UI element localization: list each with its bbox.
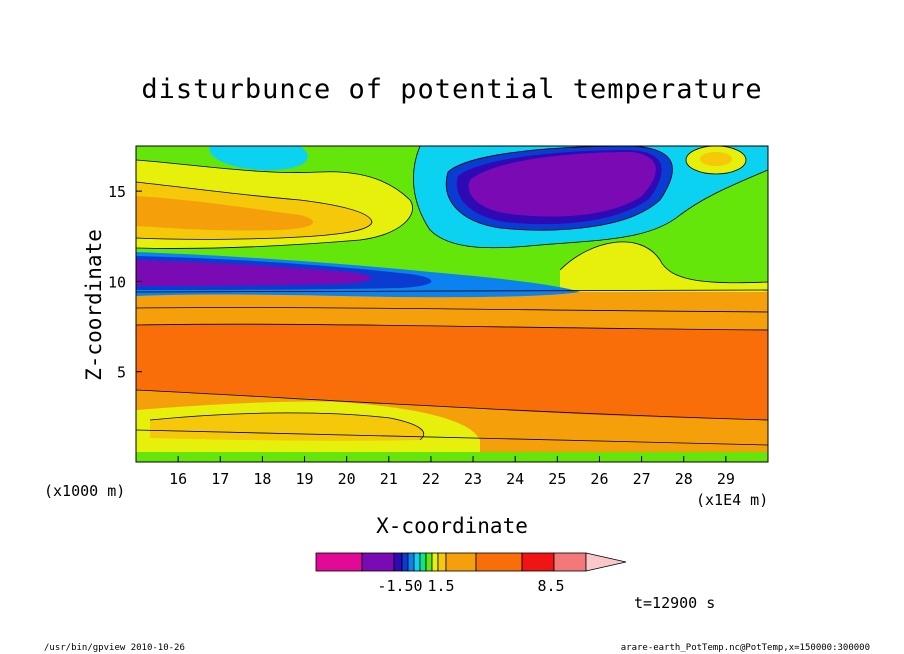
region-top-right-orange xyxy=(700,152,732,166)
x-axis: 16 17 18 19 20 21 22 23 24 25 26 27 28 29 xyxy=(169,456,735,488)
colorbar-tick-label: -1.50 xyxy=(377,577,422,595)
colorbar-swatch xyxy=(445,552,477,572)
x-tick-label: 22 xyxy=(422,470,440,488)
region-upper-orange2 xyxy=(136,196,314,231)
colorbar-swatch xyxy=(475,552,523,572)
colorbar-swatch xyxy=(553,552,587,572)
colorbar: -1.50 1.5 8.5 xyxy=(315,552,627,595)
y-tick-label: 10 xyxy=(108,273,126,291)
colorbar-swatch xyxy=(401,552,409,572)
x-tick-label: 20 xyxy=(338,470,356,488)
x-tick-label: 24 xyxy=(506,470,524,488)
time-label: t=12900 s xyxy=(634,594,716,612)
y-tick-label: 15 xyxy=(108,183,126,201)
region-cold-tongue-purple xyxy=(136,260,372,286)
colorbar-tick-label: 1.5 xyxy=(427,577,454,595)
y-axis: 5 10 15 xyxy=(108,183,142,382)
colorbar-swatch xyxy=(521,552,555,572)
x-unit-right: (x1E4 m) xyxy=(696,491,769,509)
colorbar-extend-arrow xyxy=(585,552,627,572)
colorbar-swatch xyxy=(431,552,439,572)
region-mid-yellow xyxy=(560,241,768,300)
colorbar-swatch xyxy=(425,552,433,572)
x-tick-label: 23 xyxy=(464,470,482,488)
colorbar-swatch xyxy=(437,552,447,572)
x-tick-label: 26 xyxy=(590,470,608,488)
x-tick-label: 21 xyxy=(380,470,398,488)
x-tick-label: 19 xyxy=(296,470,314,488)
x-tick-label: 27 xyxy=(633,470,651,488)
x-tick-label: 29 xyxy=(717,470,735,488)
x-tick-label: 25 xyxy=(548,470,566,488)
region-purple-upper xyxy=(468,152,656,217)
x-tick-label: 28 xyxy=(675,470,693,488)
colorbar-swatch xyxy=(315,552,363,572)
x-tick-label: 18 xyxy=(253,470,271,488)
x-tick-label: 16 xyxy=(169,470,187,488)
chart-title: disturbunce of potential temperature xyxy=(141,74,763,105)
x-unit-left: (x1000 m) xyxy=(44,482,126,500)
plot-frame xyxy=(135,145,769,463)
contour-field xyxy=(136,146,768,462)
footer-left: /usr/bin/gpview 2010-10-26 xyxy=(44,643,185,653)
x-tick-label: 17 xyxy=(211,470,229,488)
region-surface-green xyxy=(136,452,768,462)
colorbar-swatch xyxy=(419,552,427,572)
region-dark-orange xyxy=(136,324,768,420)
y-tick-label: 5 xyxy=(117,364,126,382)
colorbar-tick-label: 8.5 xyxy=(537,577,564,595)
footer-right: arare-earth_PotTemp.nc@PotTemp,x=150000:… xyxy=(620,643,870,653)
region-cyan-left xyxy=(209,146,308,171)
region-near-surface-orange xyxy=(150,412,424,441)
colorbar-swatch xyxy=(413,552,421,572)
x-axis-label: X-coordinate xyxy=(376,514,528,538)
y-axis-label: Z-coordinate xyxy=(82,229,106,381)
colorbar-swatch xyxy=(393,552,403,572)
colorbar-swatch xyxy=(407,552,415,572)
colorbar-swatch xyxy=(361,552,395,572)
